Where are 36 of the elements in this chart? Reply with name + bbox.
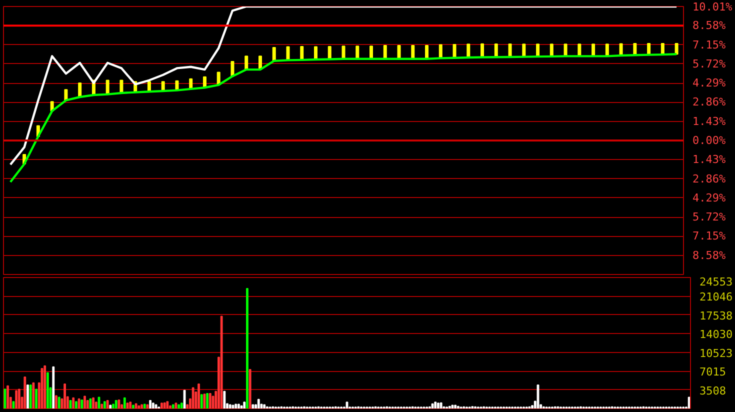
bar: [494, 43, 498, 58]
y-tick-label: 4.29%: [692, 76, 726, 90]
line-series: [9, 6, 678, 166]
y-tick-label: 17538: [700, 309, 733, 322]
y-tick-label: 14030: [700, 328, 733, 342]
bar: [550, 44, 554, 57]
y-tick-label: 5.72%: [692, 57, 726, 70]
y-tick-label: 7.15%: [692, 38, 726, 52]
y-tick-label: 4.29%: [692, 191, 726, 204]
bar: [619, 43, 623, 56]
bar: [508, 43, 512, 58]
bar: [674, 42, 678, 55]
y-tick-label: 3508: [700, 384, 726, 398]
bar: [244, 56, 248, 70]
y-tick-label: 8.58%: [692, 248, 726, 262]
y-tick-label: 1.43%: [692, 114, 726, 128]
y-tick-label: 5.72%: [692, 210, 726, 224]
bar: [466, 44, 470, 58]
y-tick-label: 10523: [700, 346, 733, 360]
y-tick-label: 7015: [700, 366, 726, 379]
y-tick-label: 2.86%: [692, 172, 726, 186]
bar: [300, 46, 304, 60]
bar: [536, 44, 540, 58]
y-tick-label: 10.01%: [692, 0, 733, 14]
y-tick-label: 21046: [700, 290, 733, 304]
y-tick-label: 8.58%: [692, 19, 726, 32]
bar: [230, 61, 234, 77]
bar: [272, 46, 276, 62]
y-tick-label: 7.15%: [692, 230, 726, 243]
bar: [452, 44, 456, 58]
bar: [78, 82, 82, 98]
y-tick-label: 0.00%: [692, 134, 726, 147]
y-tick-label: 1.43%: [692, 153, 726, 166]
y-tick-label: 24553: [700, 276, 733, 288]
line-series: [9, 53, 678, 184]
y-tick-label: 2.86%: [692, 96, 726, 109]
